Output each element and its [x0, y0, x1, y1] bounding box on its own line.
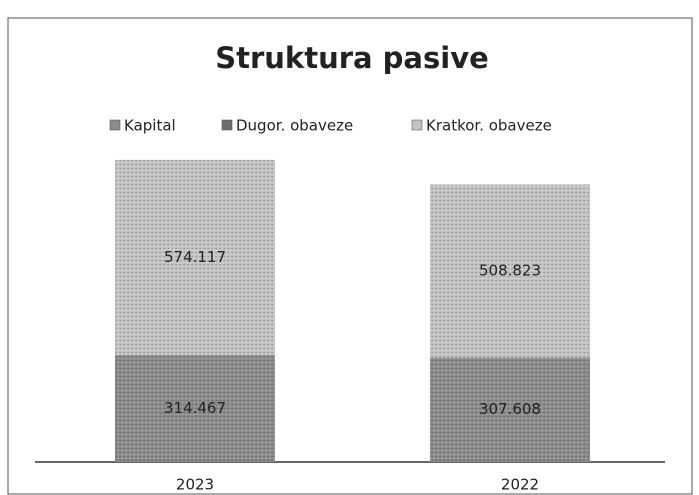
data-label: 574.117: [164, 248, 226, 266]
data-label: 307.608: [479, 400, 541, 418]
legend-label: Dugor. obaveze: [236, 117, 353, 135]
chart-title: Struktura pasive: [215, 41, 489, 75]
x-tick-label: 2022: [501, 476, 539, 494]
legend-swatch: [221, 119, 233, 131]
bar-texture: [430, 184, 590, 358]
data-label: 508.823: [479, 261, 541, 279]
legend-swatch: [109, 119, 121, 131]
legend-swatch: [411, 119, 423, 131]
x-tick-label: 2023: [176, 476, 214, 494]
bar-texture: [115, 159, 275, 356]
bar-texture: [115, 355, 275, 462]
legend-label: Kapital: [124, 117, 176, 135]
legend-label: Kratkor. obaveze: [426, 117, 552, 135]
bar-texture: [430, 357, 590, 462]
data-label: 314.467: [164, 399, 226, 417]
